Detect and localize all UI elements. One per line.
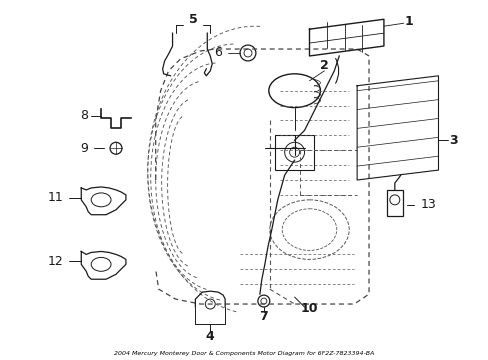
Text: 11: 11: [47, 192, 63, 204]
Text: 1: 1: [404, 15, 412, 28]
Bar: [386, 190, 402, 216]
Text: 2: 2: [319, 59, 328, 72]
Text: 2004 Mercury Monterey Door & Components Motor Diagram for 6F2Z-7823394-BA: 2004 Mercury Monterey Door & Components …: [114, 351, 373, 356]
Text: 13: 13: [420, 198, 436, 211]
Text: 3: 3: [448, 134, 457, 147]
Text: 4: 4: [205, 330, 214, 343]
Text: 7: 7: [259, 310, 268, 323]
Bar: [274, 135, 314, 170]
Text: 10: 10: [300, 302, 318, 315]
Text: 9: 9: [80, 142, 88, 155]
Text: 12: 12: [47, 255, 63, 268]
Text: 5: 5: [189, 13, 197, 26]
Text: 8: 8: [80, 109, 88, 122]
Text: 6: 6: [214, 46, 222, 59]
